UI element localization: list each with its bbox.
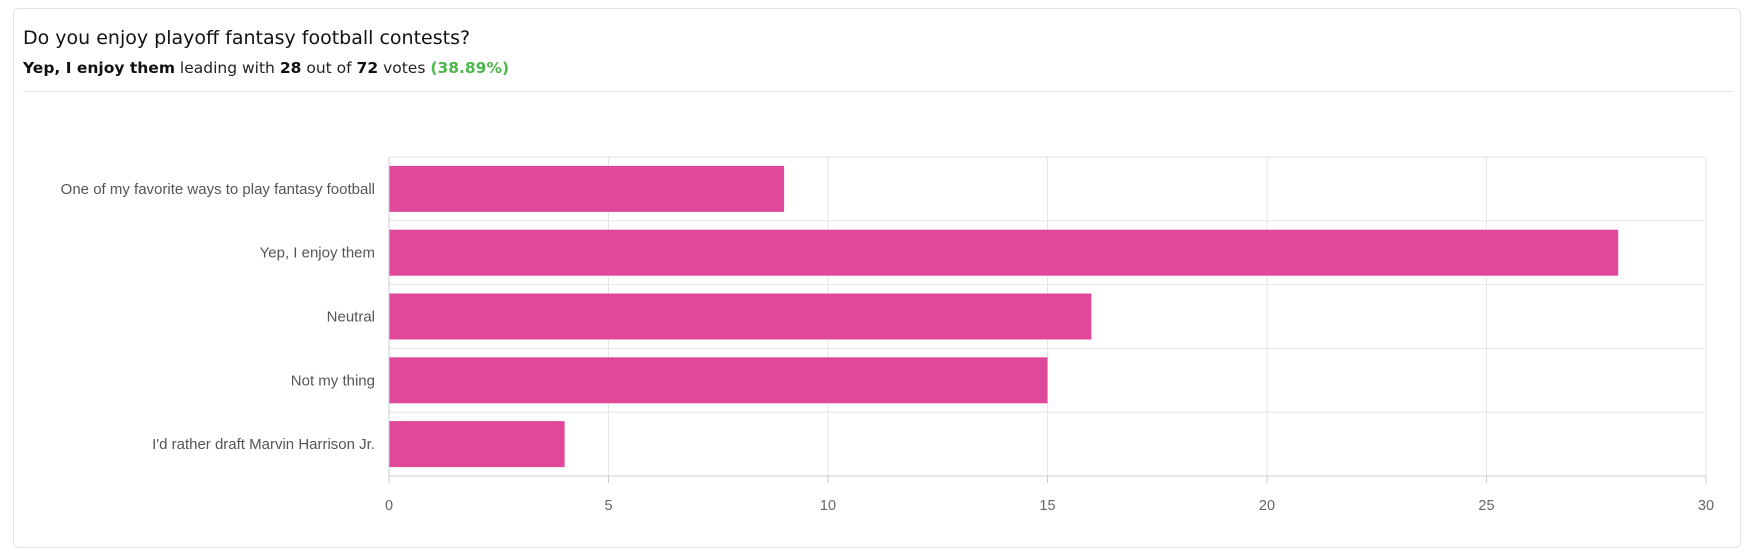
x-tick-label-4: 20 (1259, 498, 1275, 514)
bar-1 (389, 229, 1619, 276)
poll-header: Do you enjoy playoff fantasy football co… (23, 26, 1733, 79)
leader-percent: (38.89%) (430, 59, 510, 77)
header-divider (23, 91, 1733, 92)
x-tick-label-1: 5 (604, 498, 612, 514)
category-label-1: Yep, I enjoy them (260, 245, 375, 262)
x-tick-label-5: 25 (1478, 498, 1494, 514)
out-of-text: out of (306, 59, 352, 77)
bar-3 (389, 357, 1048, 404)
bar-0 (389, 165, 785, 212)
category-label-4: I'd rather draft Marvin Harrison Jr. (152, 436, 375, 453)
poll-summary: Yep, I enjoy them leading with 28 out of… (23, 57, 1733, 79)
x-tick-label-6: 30 (1698, 498, 1714, 514)
bar-4 (389, 421, 565, 468)
leader-votes: 28 (279, 59, 302, 77)
x-tick-label-3: 15 (1039, 498, 1055, 514)
poll-question: Do you enjoy playoff fantasy football co… (23, 27, 471, 49)
category-label-3: Not my thing (291, 372, 375, 389)
leading-with-text: leading with (179, 59, 275, 77)
leader-label: Yep, I enjoy them (23, 59, 175, 77)
x-tick-label-2: 10 (820, 498, 836, 514)
poll-card (13, 8, 1741, 548)
x-tick-label-0: 0 (385, 498, 393, 514)
category-label-2: Neutral (327, 309, 375, 326)
category-label-0: One of my favorite ways to play fantasy … (61, 181, 375, 198)
bar-2 (389, 293, 1092, 340)
total-votes: 72 (356, 59, 379, 77)
votes-text: votes (383, 59, 426, 77)
